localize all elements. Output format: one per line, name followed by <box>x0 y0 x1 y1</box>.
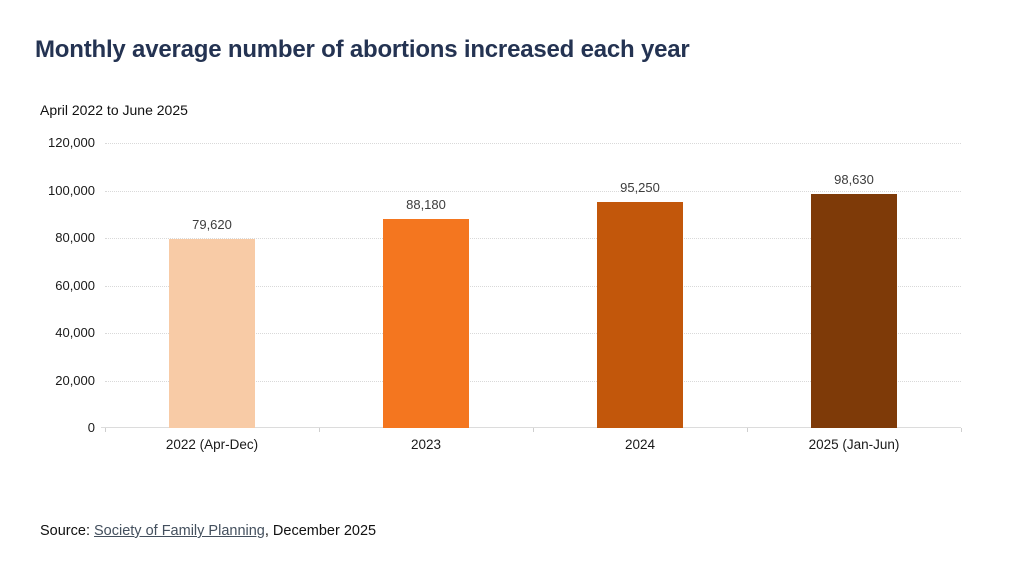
x-axis-category-label: 2024 <box>624 437 656 452</box>
y-axis-tick-label: 0 <box>87 420 95 435</box>
gridline <box>105 380 961 382</box>
plot-area: 0 20,000 40,000 60,000 80,000 100,000 120,000 7… <box>48 135 962 452</box>
x-axis-tick <box>105 428 106 432</box>
source-suffix: , December 2025 <box>264 523 377 539</box>
source-prefix: Source: <box>40 523 94 539</box>
x-axis-tick <box>533 428 534 432</box>
y-axis-tick-label: 120,000 <box>48 135 95 150</box>
bar-value-label: 88,180 <box>406 196 446 212</box>
x-axis-category-label: 2023 <box>410 437 442 452</box>
gridline <box>105 238 961 239</box>
x-axis-category-label: 2025 (Jan-Jun) <box>808 437 900 452</box>
x-axis-tick <box>747 428 748 432</box>
x-axis-line <box>101 427 961 428</box>
bar-2023 <box>383 218 469 428</box>
bar-2025 (Jan-Jun) <box>811 193 897 428</box>
y-axis-tick-label: 100,000 <box>48 182 95 198</box>
y-axis-tick-label: 20,000 <box>55 372 95 388</box>
chart-subtitle: April 2022 to June 2025 <box>40 102 188 118</box>
bar-2022 (Apr-Dec) <box>169 238 255 428</box>
x-axis-category-label: 2022 (Apr-Dec) <box>165 437 259 452</box>
x-axis-tick <box>319 428 320 432</box>
y-axis-tick-label: 40,000 <box>55 325 95 340</box>
y-axis-tick-label: 80,000 <box>55 230 95 245</box>
x-axis-tick <box>961 428 962 432</box>
source-link[interactable]: Society of Family Planning <box>94 523 265 539</box>
gridline <box>105 143 961 144</box>
gridline <box>105 190 961 192</box>
gridline <box>105 285 961 287</box>
bar-2024 <box>597 201 683 428</box>
bar-value-label: 79,620 <box>192 216 232 232</box>
y-axis-tick-label: 60,000 <box>55 277 95 293</box>
source-note: Source: Society of Family Planning, Dece… <box>40 523 376 539</box>
chart-title: Monthly average number of abortions incr… <box>35 36 690 63</box>
gridline <box>105 333 961 334</box>
bar-value-label: 95,250 <box>620 179 660 195</box>
bar-value-label: 98,630 <box>834 171 874 187</box>
